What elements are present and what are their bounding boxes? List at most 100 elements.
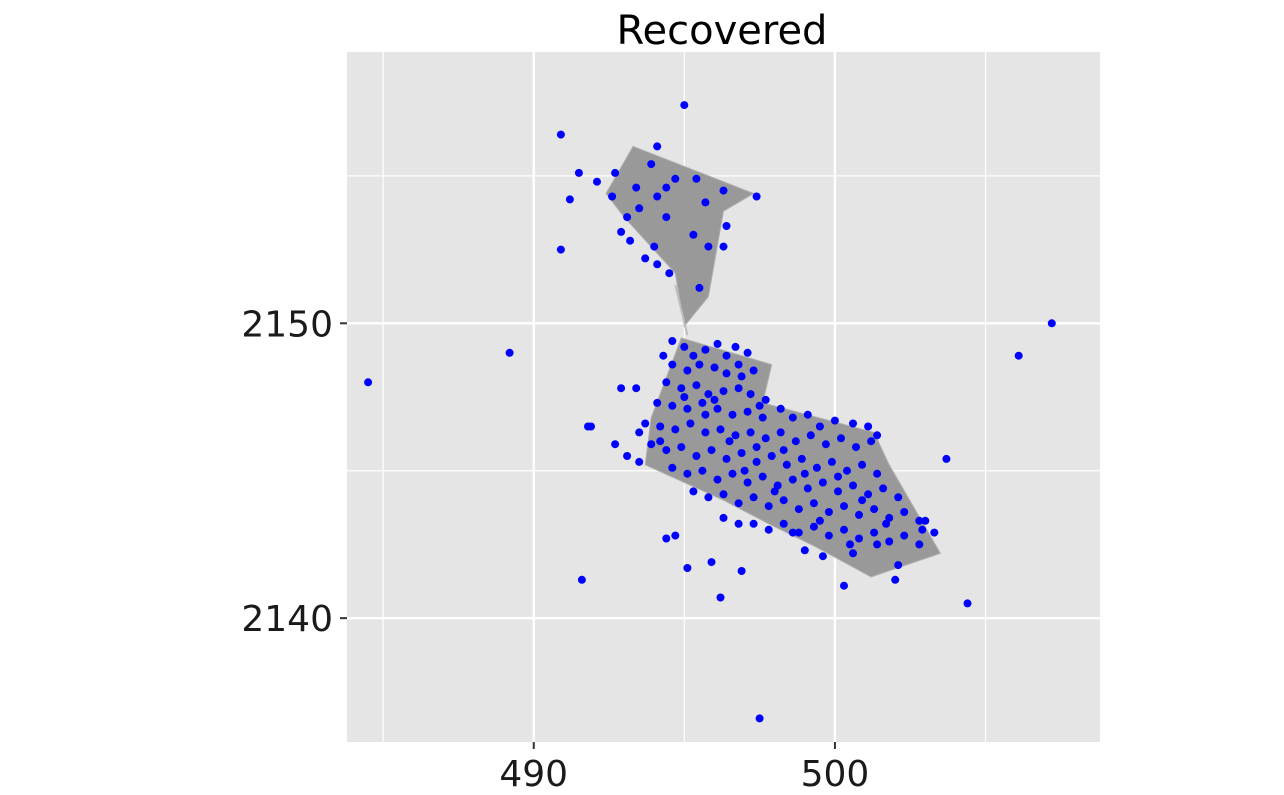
data-point <box>1047 319 1056 328</box>
data-point <box>713 339 722 348</box>
data-point <box>870 528 879 537</box>
data-point <box>834 487 842 496</box>
data-point <box>752 443 761 452</box>
data-point <box>782 460 791 469</box>
data-point <box>719 387 728 396</box>
data-point <box>565 195 574 204</box>
data-point <box>885 537 894 546</box>
data-point <box>824 508 833 516</box>
data-point <box>698 466 707 475</box>
data-point <box>809 522 818 531</box>
data-point <box>855 534 863 543</box>
data-point <box>704 242 713 251</box>
data-point <box>870 505 879 514</box>
data-point <box>746 390 755 399</box>
data-point <box>734 519 743 528</box>
data-point <box>650 242 659 251</box>
data-point <box>577 575 586 584</box>
data-point <box>942 454 951 463</box>
data-point <box>843 466 851 475</box>
data-point <box>641 254 650 263</box>
data-point <box>680 393 689 401</box>
data-point <box>849 419 857 428</box>
data-point <box>761 395 770 404</box>
data-point <box>680 101 689 110</box>
data-point <box>364 378 373 387</box>
data-point <box>716 425 725 434</box>
data-point <box>556 130 565 139</box>
x-tick-label: 490 <box>499 754 568 795</box>
data-point <box>635 204 644 213</box>
data-point <box>734 384 743 393</box>
data-point <box>737 372 746 381</box>
data-point <box>668 337 677 345</box>
data-point <box>800 546 809 555</box>
data-point <box>918 525 927 534</box>
data-point <box>855 510 863 519</box>
data-point <box>873 540 882 549</box>
data-point <box>680 342 689 351</box>
data-point <box>864 490 873 499</box>
data-point <box>824 531 833 540</box>
data-point <box>617 384 626 393</box>
data-point <box>761 434 770 443</box>
data-point <box>894 561 903 570</box>
data-point <box>719 186 728 195</box>
data-point <box>767 452 776 460</box>
data-point <box>852 443 860 452</box>
data-point <box>686 419 695 428</box>
data-point <box>915 540 924 549</box>
data-point <box>593 177 601 186</box>
data-point <box>830 416 839 425</box>
data-point <box>713 475 722 484</box>
data-point <box>623 213 632 222</box>
data-point <box>677 384 686 393</box>
data-point <box>788 475 797 484</box>
data-point <box>734 499 743 508</box>
data-point <box>737 567 746 575</box>
points-layer <box>364 101 1056 723</box>
data-point <box>701 410 710 419</box>
data-point <box>900 531 909 540</box>
polygon-connector <box>674 284 689 336</box>
data-point <box>659 351 668 360</box>
data-point <box>788 528 797 537</box>
data-point <box>719 513 728 522</box>
data-point <box>587 422 595 431</box>
data-point <box>689 230 698 239</box>
data-point <box>797 454 806 463</box>
data-point <box>740 466 749 475</box>
data-point <box>915 516 924 525</box>
data-point <box>647 440 656 449</box>
data-point <box>725 437 734 446</box>
data-point <box>846 540 854 549</box>
data-point <box>668 401 677 410</box>
data-point <box>719 242 728 251</box>
data-point <box>834 472 842 481</box>
data-point <box>641 419 650 428</box>
data-point <box>662 534 671 543</box>
data-point <box>764 502 773 511</box>
data-point <box>662 378 671 387</box>
data-point <box>656 422 665 431</box>
data-point <box>719 490 728 499</box>
data-point <box>743 478 752 487</box>
data-point <box>752 192 761 201</box>
data-point <box>647 160 656 169</box>
data-point <box>743 348 752 357</box>
data-point <box>1014 351 1023 360</box>
data-point <box>611 168 620 177</box>
data-point <box>930 528 939 537</box>
data-point <box>749 493 758 502</box>
data-point <box>698 398 707 407</box>
data-point <box>764 525 773 534</box>
data-point <box>635 457 644 466</box>
data-point <box>791 437 800 446</box>
data-point <box>608 192 617 201</box>
data-point <box>617 227 626 236</box>
data-point <box>692 381 701 390</box>
data-point <box>821 440 830 449</box>
data-point <box>574 168 583 177</box>
data-point <box>779 496 788 505</box>
data-point <box>743 407 752 416</box>
